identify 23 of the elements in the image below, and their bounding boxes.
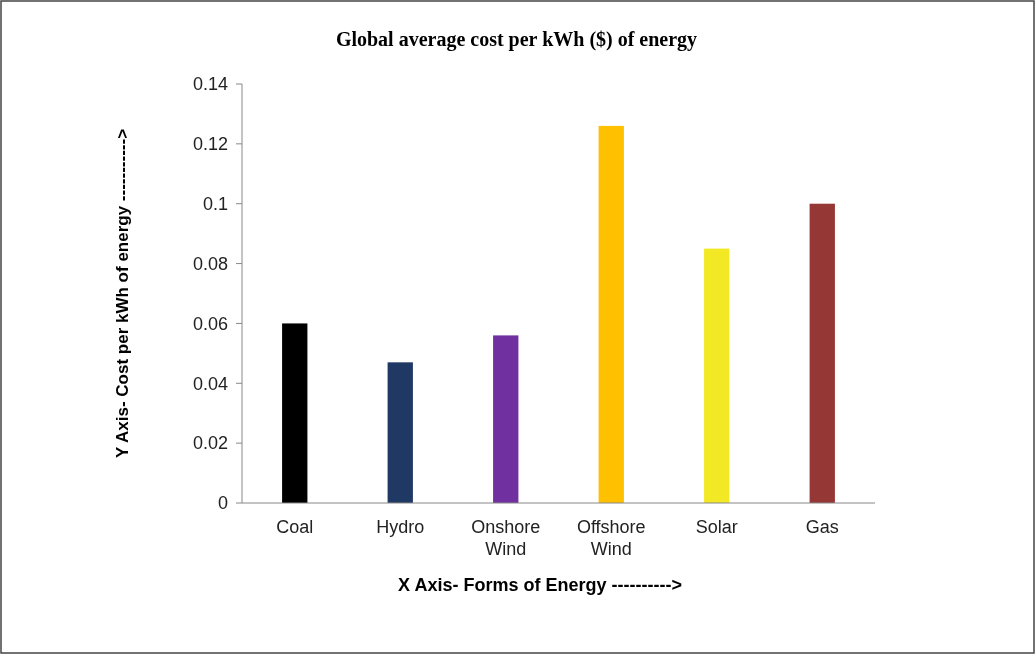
bar [598,125,624,503]
y-tick-label: 0.08 [192,253,228,274]
bar [493,335,519,503]
y-tick-label: 0.04 [192,373,228,394]
bar [704,248,730,503]
y-tick-label: 0.12 [192,134,228,155]
x-axis-title: X Axis- Forms of Energy ----------> [398,575,682,595]
x-tick-label: Hydro [376,517,425,537]
bar [387,362,413,503]
bar [282,323,308,503]
y-tick-label: 0.1 [202,194,228,215]
y-axis-title: Y Axis- Cost per kWh of energy -----------> [113,128,132,459]
x-tick-label: Coal [276,517,314,537]
y-tick-label: 0.02 [192,433,228,454]
y-tick-label: 0.06 [192,313,228,334]
bar [809,203,835,503]
chart-title: Global average cost per kWh ($) of energy [335,28,698,51]
y-tick-label: 0.14 [192,74,228,95]
x-tick-label: Gas [805,517,839,537]
x-tick-label: Offshore Wind [576,517,646,559]
x-tick-label: Solar [695,517,738,537]
x-tick-label: Onshore Wind [471,517,541,559]
y-tick-label: 0 [217,493,228,514]
